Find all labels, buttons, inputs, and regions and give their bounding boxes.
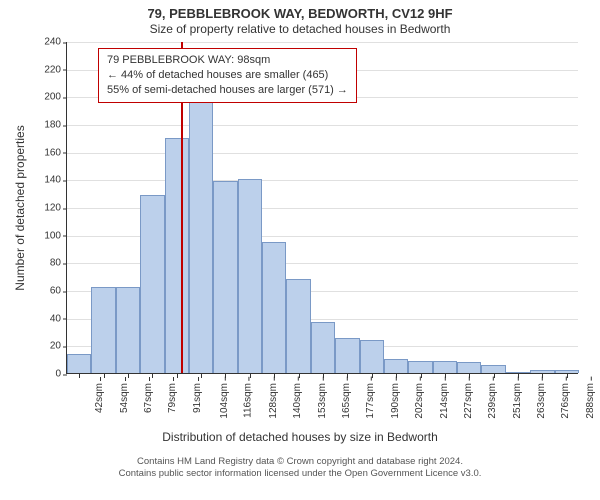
footer-line-1: Contains HM Land Registry data © Crown c… [0, 456, 600, 468]
x-tick-label: 214sqm [438, 383, 449, 419]
y-tick-label: 0 [55, 369, 61, 380]
x-tick-label: 91sqm [192, 383, 203, 413]
y-tick-label: 100 [44, 230, 61, 241]
x-tick-label: 239sqm [487, 383, 498, 419]
histogram-bar [311, 322, 335, 373]
x-tick-label: 116sqm [243, 383, 254, 418]
histogram-bar [530, 370, 554, 373]
footer-line-2: Contains public sector information licen… [0, 468, 600, 480]
histogram-bar [262, 242, 286, 373]
x-tick-mark [250, 374, 251, 378]
chart-title-sub: Size of property relative to detached ho… [0, 22, 600, 36]
histogram-bar [116, 287, 140, 373]
x-tick-mark [567, 374, 568, 378]
histogram-bar [360, 340, 384, 373]
x-tick-label: 67sqm [143, 383, 154, 413]
histogram-bar [555, 370, 579, 373]
gridline [67, 42, 578, 43]
y-axis-label: Number of detached properties [13, 125, 27, 290]
y-tick-label: 40 [50, 313, 61, 324]
x-tick-label: 128sqm [268, 383, 279, 419]
x-tick-label: 140sqm [292, 383, 303, 419]
x-tick-mark [323, 374, 324, 378]
x-tick-mark [104, 374, 105, 378]
y-tick-label: 80 [50, 258, 61, 269]
x-tick-mark [494, 374, 495, 378]
chart-title-main: 79, PEBBLEBROOK WAY, BEDWORTH, CV12 9HF [0, 6, 600, 21]
x-tick-label: 104sqm [219, 383, 230, 419]
x-tick-label: 251sqm [511, 383, 522, 419]
x-tick-mark [421, 374, 422, 378]
annotation-line-2: ← 44% of detached houses are smaller (46… [107, 68, 348, 83]
x-tick-mark [542, 374, 543, 378]
histogram-bar [189, 100, 213, 373]
y-tick-label: 200 [44, 92, 61, 103]
gridline [67, 125, 578, 126]
x-tick-mark [152, 374, 153, 378]
gridline [67, 180, 578, 181]
x-tick-mark [225, 374, 226, 378]
x-tick-label: 202sqm [414, 383, 425, 419]
gridline [67, 153, 578, 154]
x-tick-label: 177sqm [365, 383, 376, 419]
histogram-bar [238, 179, 262, 373]
x-tick-label: 165sqm [341, 383, 352, 419]
x-tick-label: 153sqm [316, 383, 327, 419]
histogram-bar [335, 338, 359, 373]
footer-attribution: Contains HM Land Registry data © Crown c… [0, 456, 600, 481]
y-tick-label: 160 [44, 147, 61, 158]
x-tick-mark [299, 374, 300, 378]
annotation-line-1: 79 PEBBLEBROOK WAY: 98sqm [107, 53, 348, 68]
x-tick-mark [372, 374, 373, 378]
y-tick-label: 20 [50, 341, 61, 352]
histogram-bar [408, 361, 432, 373]
x-tick-mark [445, 374, 446, 378]
histogram-bar [67, 354, 91, 373]
histogram-bar [433, 361, 457, 373]
y-tick-label: 180 [44, 120, 61, 131]
histogram-bar [286, 279, 310, 373]
x-tick-mark [469, 374, 470, 378]
x-tick-label: 288sqm [585, 383, 596, 419]
x-tick-mark [79, 374, 80, 378]
x-tick-mark [518, 374, 519, 378]
histogram-bar [384, 359, 408, 373]
histogram-bar [481, 365, 505, 373]
x-tick-mark [347, 374, 348, 378]
x-tick-mark [201, 374, 202, 378]
annotation-line-3: 55% of semi-detached houses are larger (… [107, 83, 348, 98]
histogram-bar [91, 287, 115, 373]
y-tick-label: 60 [50, 286, 61, 297]
x-tick-label: 190sqm [390, 383, 401, 419]
histogram-bar [506, 372, 530, 373]
x-tick-label: 54sqm [119, 383, 130, 413]
histogram-bar [457, 362, 481, 373]
histogram-bar [165, 138, 189, 373]
x-tick-mark [396, 374, 397, 378]
y-tick-label: 140 [44, 175, 61, 186]
y-tick-label: 240 [44, 37, 61, 48]
histogram-bar [140, 195, 164, 373]
x-tick-label: 263sqm [536, 383, 547, 419]
y-tick-label: 220 [44, 64, 61, 75]
x-tick-label: 79sqm [167, 383, 178, 413]
x-axis-label: Distribution of detached houses by size … [0, 430, 600, 444]
x-tick-label: 276sqm [560, 383, 571, 419]
annotation-box: 79 PEBBLEBROOK WAY: 98sqm ← 44% of detac… [98, 48, 357, 103]
x-tick-mark [274, 374, 275, 378]
x-tick-label: 42sqm [94, 383, 105, 413]
histogram-bar [213, 181, 237, 373]
y-tick-label: 120 [44, 203, 61, 214]
x-tick-mark [128, 374, 129, 378]
x-tick-mark [177, 374, 178, 378]
x-tick-label: 227sqm [463, 383, 474, 419]
